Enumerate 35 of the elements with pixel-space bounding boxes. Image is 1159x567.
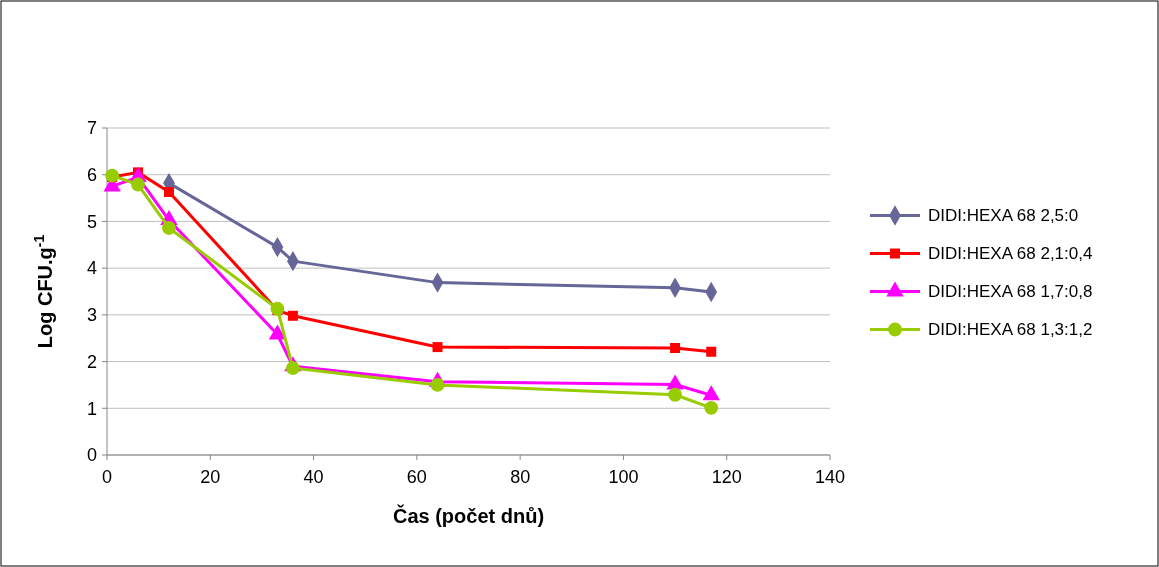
x-tick-label: 100 [608, 467, 639, 487]
point [668, 387, 682, 402]
y-tick-label: 4 [86, 258, 97, 279]
legend-label: DIDI:HEXA 68 1,3:1,2 [928, 320, 1093, 340]
x-tick-label: 140 [814, 467, 846, 487]
legend-label: DIDI:HEXA 68 2,5:0 [928, 206, 1079, 226]
y-tick-label: 5 [86, 211, 97, 232]
point [704, 400, 719, 415]
y-tick-label: 6 [86, 165, 97, 186]
y-tick-label: 1 [86, 398, 97, 419]
point [670, 343, 681, 354]
x-axis-title: Čas (počet dnů) [392, 504, 545, 527]
x-tick-label: 40 [303, 467, 324, 487]
point [270, 301, 285, 316]
x-tick-label: 60 [406, 467, 427, 487]
point [287, 310, 298, 321]
point [286, 361, 300, 376]
point [162, 221, 176, 235]
point [131, 177, 145, 192]
point [702, 385, 720, 401]
point [105, 168, 120, 183]
x-tick-label: 120 [711, 467, 742, 487]
legend-label: DIDI:HEXA 68 2,1:0,4 [928, 244, 1093, 264]
y-tick-label: 7 [86, 118, 97, 139]
point [430, 378, 445, 392]
y-tick-label: 0 [86, 445, 97, 466]
y-tick-label: 2 [86, 351, 97, 372]
x-tick-label: 20 [200, 467, 221, 487]
x-tick-label: 80 [510, 467, 531, 487]
y-tick-label: 3 [86, 305, 97, 326]
legend-label: DIDI:HEXA 68 1,7:0,8 [928, 282, 1093, 302]
point [432, 342, 443, 353]
point [706, 346, 717, 357]
point [163, 187, 174, 197]
x-tick-label: 0 [101, 467, 113, 487]
